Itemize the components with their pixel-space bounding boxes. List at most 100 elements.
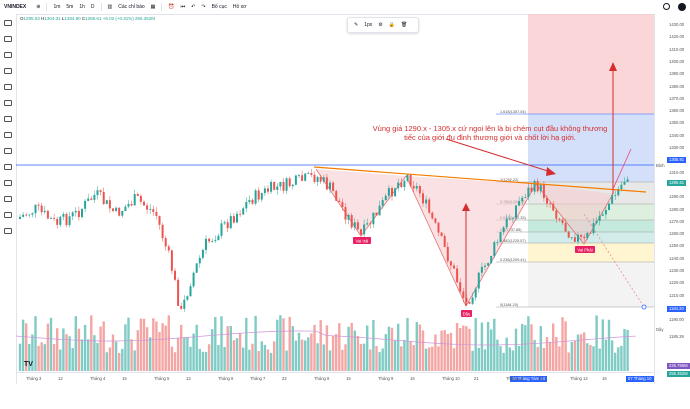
crosshair-icon[interactable]	[4, 20, 12, 26]
volume-bar	[263, 344, 267, 371]
candle-body	[471, 297, 474, 304]
candle-body	[217, 235, 220, 241]
time-axis[interactable]: 26 Tháng Tám 24 07 Tháng 10 '24 Tháng 3 1…	[16, 372, 654, 387]
fib-icon[interactable]	[4, 52, 12, 58]
candle-body	[397, 182, 400, 189]
candle-body	[149, 209, 152, 210]
candle-body	[68, 216, 71, 226]
layout-icon[interactable]: ▦	[150, 4, 156, 10]
trash-icon[interactable]: 🗑	[400, 22, 408, 28]
tf-5m[interactable]: 5m	[66, 4, 74, 10]
trash-icon[interactable]	[4, 228, 12, 234]
candle-body	[214, 240, 217, 242]
magnet-icon[interactable]	[4, 180, 12, 186]
tf-d[interactable]: D	[90, 4, 95, 10]
volume-bar	[356, 335, 360, 371]
candle-body	[614, 195, 617, 197]
indicators-button[interactable]: Các chỉ báo	[118, 4, 145, 10]
time-tick: Tháng 11	[506, 376, 524, 381]
fib-anchor[interactable]	[641, 304, 647, 310]
lock-icon[interactable]	[4, 196, 12, 202]
text-icon[interactable]	[4, 116, 12, 122]
emoji-icon[interactable]	[4, 132, 12, 138]
candle-body	[400, 182, 403, 188]
volume-bar	[561, 317, 564, 371]
line-width[interactable]: 1px	[364, 22, 373, 28]
volume-bar	[579, 334, 583, 371]
divider	[46, 3, 48, 11]
candle-body	[276, 186, 279, 190]
camera-icon[interactable]	[678, 3, 686, 11]
price-axis[interactable]: 1430.00 1420.00 1410.00 1400.00 1390.00 1380.…	[654, 14, 690, 409]
volume-bar	[468, 328, 471, 371]
price-tag: 225.756M	[667, 363, 690, 369]
volume-bar	[331, 335, 335, 371]
volume-bar	[238, 332, 242, 371]
symbol-search[interactable]: VNINDEX	[4, 4, 27, 10]
volume-bar	[443, 330, 446, 371]
price-chart[interactable]: 1.618(1357.04)1(1292.22)0.786(1269.73)0.…	[16, 14, 654, 372]
candle-body	[468, 301, 471, 304]
candle-body	[601, 214, 604, 216]
zoom-icon[interactable]	[4, 164, 12, 170]
time-tick: 13	[186, 376, 191, 381]
layout-button[interactable]: Bố cục	[211, 4, 227, 10]
alert-icon[interactable]: ⏰	[168, 4, 175, 10]
settings-icon[interactable]	[663, 3, 670, 10]
volume-bar	[207, 344, 211, 371]
candle-body	[406, 174, 409, 181]
volume-bar	[341, 349, 344, 371]
candle-body	[31, 213, 34, 215]
pencil-icon[interactable]: ✎	[354, 22, 359, 28]
volume-bar	[378, 352, 381, 371]
volume-bar	[158, 331, 161, 371]
candle-body	[573, 237, 576, 242]
volume-bar	[164, 325, 167, 371]
add-symbol-icon[interactable]: ⊕	[36, 4, 41, 10]
ruler-icon[interactable]	[4, 148, 12, 154]
lock-icon[interactable]: 🔒	[388, 22, 395, 28]
candle-body	[251, 199, 254, 204]
volume-bar	[161, 323, 164, 371]
candle-body	[329, 182, 331, 190]
undo-icon[interactable]: ↶	[191, 4, 196, 10]
pattern-icon[interactable]	[4, 68, 12, 74]
volume-bar	[31, 334, 34, 371]
candle-body	[456, 268, 459, 283]
volume-bar	[229, 326, 232, 371]
redo-icon[interactable]: ↷	[201, 4, 206, 10]
tf-1m[interactable]: 1m	[53, 4, 61, 10]
candle-body	[604, 209, 607, 215]
head-arrow-tip	[462, 203, 470, 211]
trendline-icon[interactable]	[4, 36, 12, 42]
templates-button[interactable]: Hồ sơ	[232, 4, 247, 10]
candle-body	[143, 201, 145, 206]
volume-bar	[390, 327, 394, 371]
candle-body	[19, 216, 21, 219]
brush-icon[interactable]	[4, 100, 12, 106]
replay-icon[interactable]: ⏮	[180, 4, 186, 10]
volume-bar	[521, 323, 524, 371]
volume-bar	[610, 340, 614, 371]
volume-bar	[316, 343, 319, 371]
candle-body	[307, 173, 310, 174]
tf-1h[interactable]: 1h	[79, 4, 85, 10]
time-tick: 18	[538, 376, 543, 381]
candle-body	[567, 231, 570, 238]
chart-type-icon[interactable]: ▥	[107, 4, 113, 10]
candle-body	[437, 222, 440, 233]
volume-bar	[595, 315, 598, 371]
right-shoulder-label: Vai Phải	[577, 248, 592, 253]
forecast-icon[interactable]	[4, 84, 12, 90]
volume-bar	[604, 339, 608, 371]
eye-icon[interactable]	[4, 212, 12, 218]
volume-bar	[375, 346, 378, 371]
volume-bar	[502, 352, 505, 371]
candle-body	[50, 218, 52, 219]
candle-body	[425, 199, 428, 204]
price-tick: 1380.00	[669, 83, 685, 89]
candle-body	[161, 224, 164, 239]
candle-body	[322, 177, 325, 182]
settings-icon[interactable]: ⚙	[378, 22, 383, 28]
candle-body	[121, 211, 124, 216]
